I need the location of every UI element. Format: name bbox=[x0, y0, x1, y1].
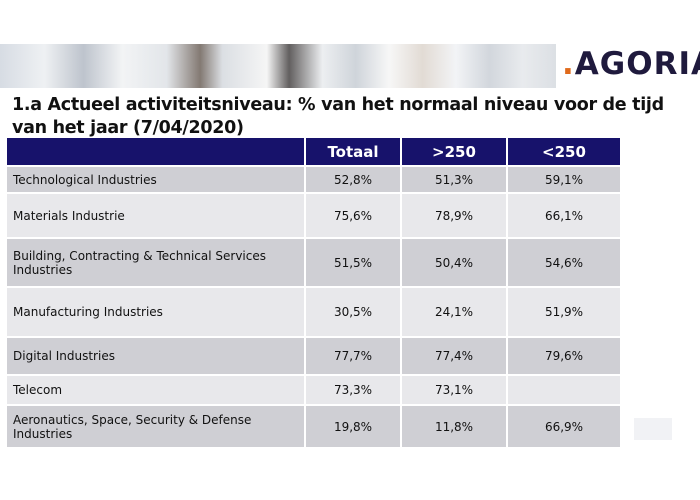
decorative-box bbox=[634, 418, 672, 440]
cell-lt250: 59,1% bbox=[507, 165, 622, 193]
cell-totaal: 51,5% bbox=[305, 237, 402, 287]
sector-label: Digital Industries bbox=[7, 336, 306, 375]
table-row: Telecom 73,3% 73,1% bbox=[7, 374, 622, 405]
cell-totaal: 19,8% bbox=[305, 404, 402, 447]
table-row: Materials Industrie 75,6% 78,9% 66,1% bbox=[7, 192, 622, 238]
table-row: Aeronautics, Space, Security & Defense I… bbox=[7, 404, 622, 447]
cell-totaal: 75,6% bbox=[305, 192, 402, 238]
cell-lt250: 66,9% bbox=[507, 404, 622, 447]
cell-gt250: 24,1% bbox=[401, 286, 508, 337]
activity-table: Totaal >250 <250 Technological Industrie… bbox=[7, 138, 622, 447]
cell-totaal: 77,7% bbox=[305, 336, 402, 375]
column-header-sector bbox=[7, 138, 306, 166]
sector-label: Technological Industries bbox=[7, 165, 306, 193]
cell-gt250: 51,3% bbox=[401, 165, 508, 193]
column-header-lt250: <250 bbox=[507, 138, 622, 166]
cell-lt250 bbox=[507, 374, 622, 405]
column-header-gt250: >250 bbox=[401, 138, 508, 166]
cell-gt250: 78,9% bbox=[401, 192, 508, 238]
table-header-row: Totaal >250 <250 bbox=[7, 138, 622, 166]
table-row: Technological Industries 52,8% 51,3% 59,… bbox=[7, 165, 622, 193]
sector-label: Building, Contracting & Technical Servic… bbox=[7, 237, 306, 287]
cell-totaal: 52,8% bbox=[305, 165, 402, 193]
cell-lt250: 54,6% bbox=[507, 237, 622, 287]
sector-label: Materials Industrie bbox=[7, 192, 306, 238]
cell-lt250: 66,1% bbox=[507, 192, 622, 238]
sector-label: Manufacturing Industries bbox=[7, 286, 306, 337]
header-photo-banner bbox=[0, 44, 556, 88]
cell-gt250: 11,8% bbox=[401, 404, 508, 447]
table-row: Building, Contracting & Technical Servic… bbox=[7, 237, 622, 287]
cell-lt250: 51,9% bbox=[507, 286, 622, 337]
cell-gt250: 50,4% bbox=[401, 237, 508, 287]
cell-totaal: 73,3% bbox=[305, 374, 402, 405]
table-row: Digital Industries 77,7% 77,4% 79,6% bbox=[7, 336, 622, 375]
cell-gt250: 73,1% bbox=[401, 374, 508, 405]
cell-totaal: 30,5% bbox=[305, 286, 402, 337]
slide-title: 1.a Actueel activiteitsniveau: % van het… bbox=[12, 95, 664, 138]
table-row: Manufacturing Industries 30,5% 24,1% 51,… bbox=[7, 286, 622, 337]
column-header-totaal: Totaal bbox=[305, 138, 402, 166]
cell-gt250: 77,4% bbox=[401, 336, 508, 375]
cell-lt250: 79,6% bbox=[507, 336, 622, 375]
agoria-logo: .AGORIA bbox=[562, 46, 700, 82]
sector-label: Telecom bbox=[7, 374, 306, 405]
sector-label: Aeronautics, Space, Security & Defense I… bbox=[7, 404, 306, 447]
